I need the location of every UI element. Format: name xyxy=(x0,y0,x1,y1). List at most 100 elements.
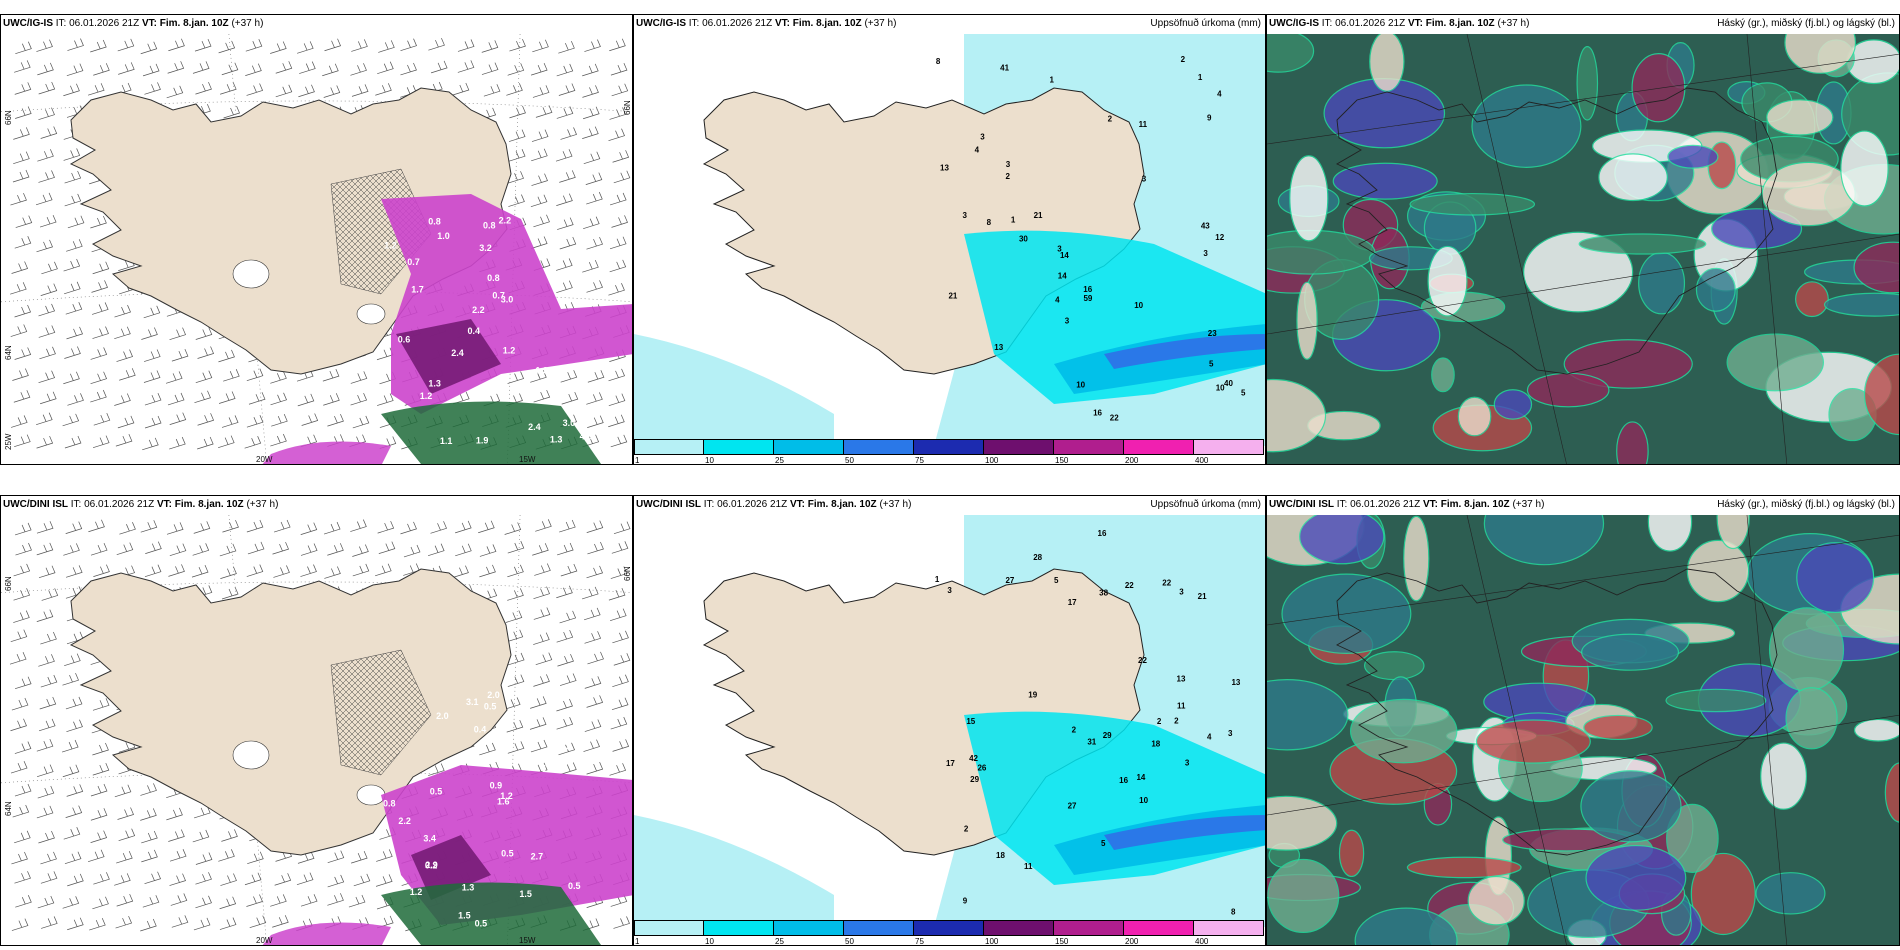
colorbar-tick-label: 25 xyxy=(775,937,784,946)
precip-value-label: 1.2 xyxy=(500,791,513,801)
wind-barb xyxy=(192,543,210,556)
wind-barb xyxy=(613,653,631,666)
wind-barb xyxy=(375,563,392,577)
lon-label: 15W xyxy=(519,455,536,464)
wind-barb xyxy=(270,371,287,384)
wind-barb xyxy=(218,349,235,363)
precip-value-label: 29 xyxy=(1103,731,1112,740)
wind-barb xyxy=(144,415,162,429)
wind-barb xyxy=(300,894,318,907)
precip-value-label: 28 xyxy=(1033,553,1042,562)
wind-barb xyxy=(144,392,162,406)
wind-barb xyxy=(274,873,292,886)
precip-value-label: 40 xyxy=(1224,379,1233,388)
wind-barb xyxy=(37,62,54,76)
precip-value-label: 12 xyxy=(1215,233,1224,242)
wind-barb xyxy=(533,674,550,687)
precip-value-label: 13 xyxy=(994,343,1003,352)
precip-value-label: 8 xyxy=(1231,907,1236,916)
wind-barb xyxy=(40,283,58,296)
precip-value-label: 0.5 xyxy=(475,919,488,929)
cloud-blob xyxy=(1686,539,1750,603)
wind-barb xyxy=(37,785,55,799)
wind-barb xyxy=(119,522,136,535)
wind-barb xyxy=(65,696,83,710)
precip-value-label: 3 xyxy=(1203,249,1208,258)
wind-barb xyxy=(11,851,28,865)
row2-wind-precip-panel: UWC/DINI ISL IT: 06.01.2026 21Z VT: Fim.… xyxy=(0,495,633,946)
wind-barb xyxy=(352,563,370,577)
wind-barb xyxy=(63,258,81,272)
precip-value-label: 5 xyxy=(1101,839,1106,848)
wind-barb xyxy=(15,106,32,119)
wind-barb xyxy=(88,519,105,533)
cloud-blob xyxy=(1267,378,1327,453)
wind-barb xyxy=(219,896,237,910)
wind-barb xyxy=(270,433,287,447)
precip-value-label: 1.9 xyxy=(476,436,489,446)
cloud-blob xyxy=(1349,698,1458,764)
cloud-blob xyxy=(1267,34,1315,73)
wind-barb xyxy=(197,436,214,450)
precip-value-label: 2.9 xyxy=(425,860,438,870)
wind-barb xyxy=(144,82,161,95)
precip-value-label: 29 xyxy=(970,775,979,784)
wind-barb xyxy=(507,674,525,687)
precip-value-label: 26 xyxy=(977,763,986,772)
wind-barb xyxy=(66,326,83,340)
wind-barb xyxy=(248,392,266,405)
precip-value-label: 10 xyxy=(1076,380,1085,389)
wind-barb xyxy=(89,917,106,931)
wind-barb xyxy=(556,585,573,599)
colorbar-tick-label: 10 xyxy=(705,456,714,465)
wind-barb xyxy=(63,543,80,556)
colorbar-tick-label: 1 xyxy=(635,456,640,465)
row1-panel3-title: UWC/IG-IS IT: 06.01.2026 21Z VT: Fim. 8.… xyxy=(1269,18,1530,29)
wind-barb xyxy=(352,415,370,429)
cloud-blob xyxy=(1563,339,1693,389)
wind-barb xyxy=(348,894,366,908)
cloud-blob xyxy=(1823,292,1899,317)
wind-barb xyxy=(583,216,600,230)
wind-barb xyxy=(535,652,553,666)
wind-barb xyxy=(535,105,553,118)
wind-barb xyxy=(13,610,30,623)
precip-value-label: 0.6 xyxy=(398,334,411,344)
wind-barb xyxy=(533,214,550,228)
wind-barb xyxy=(12,169,30,183)
wind-barb xyxy=(273,519,291,533)
precip-value-label: 0.7 xyxy=(407,257,420,267)
wind-barb xyxy=(65,521,83,534)
wind-barb xyxy=(37,895,55,909)
precip-value-label: 2 xyxy=(1108,115,1113,124)
precip-value-label: 1.6 xyxy=(497,796,510,806)
wind-barb xyxy=(556,106,574,119)
wind-barb xyxy=(323,521,341,535)
wind-barb xyxy=(612,674,629,688)
cloud-blob xyxy=(1576,46,1599,121)
wind-barb xyxy=(530,739,548,753)
wind-barb xyxy=(117,38,135,52)
wind-barb xyxy=(610,434,628,448)
precip-value-label: 0.4 xyxy=(467,326,480,336)
wind-barb xyxy=(561,391,579,405)
wind-barb xyxy=(530,370,547,383)
wind-barb xyxy=(63,83,80,97)
precip-value-label: 0.7 xyxy=(492,291,505,301)
wind-barb xyxy=(275,84,293,98)
row2-panel1-map: 1.2 1.3 2.0 0.3 0.5 0.5 3.4 2.9 1.9 1.3 2.2 2.0 2.7 1… xyxy=(1,515,632,945)
wind-barb xyxy=(66,784,84,797)
wind-barb xyxy=(35,192,53,206)
row2-panel3-title: UWC/DINI ISL IT: 06.01.2026 21Z VT: Fim.… xyxy=(1269,499,1545,510)
wind-barb xyxy=(246,415,264,428)
wind-barb xyxy=(67,917,84,931)
wind-barb xyxy=(11,918,29,931)
precip-value-label: 3.4 xyxy=(423,834,436,844)
wind-barb xyxy=(455,543,472,557)
wind-barb xyxy=(10,324,28,337)
precip-value-label: 41 xyxy=(1000,63,1009,72)
cloud-blob xyxy=(1267,858,1340,934)
wind-barb xyxy=(556,193,573,206)
wind-barb xyxy=(15,215,33,228)
precip-value-label: 3 xyxy=(1057,245,1062,254)
